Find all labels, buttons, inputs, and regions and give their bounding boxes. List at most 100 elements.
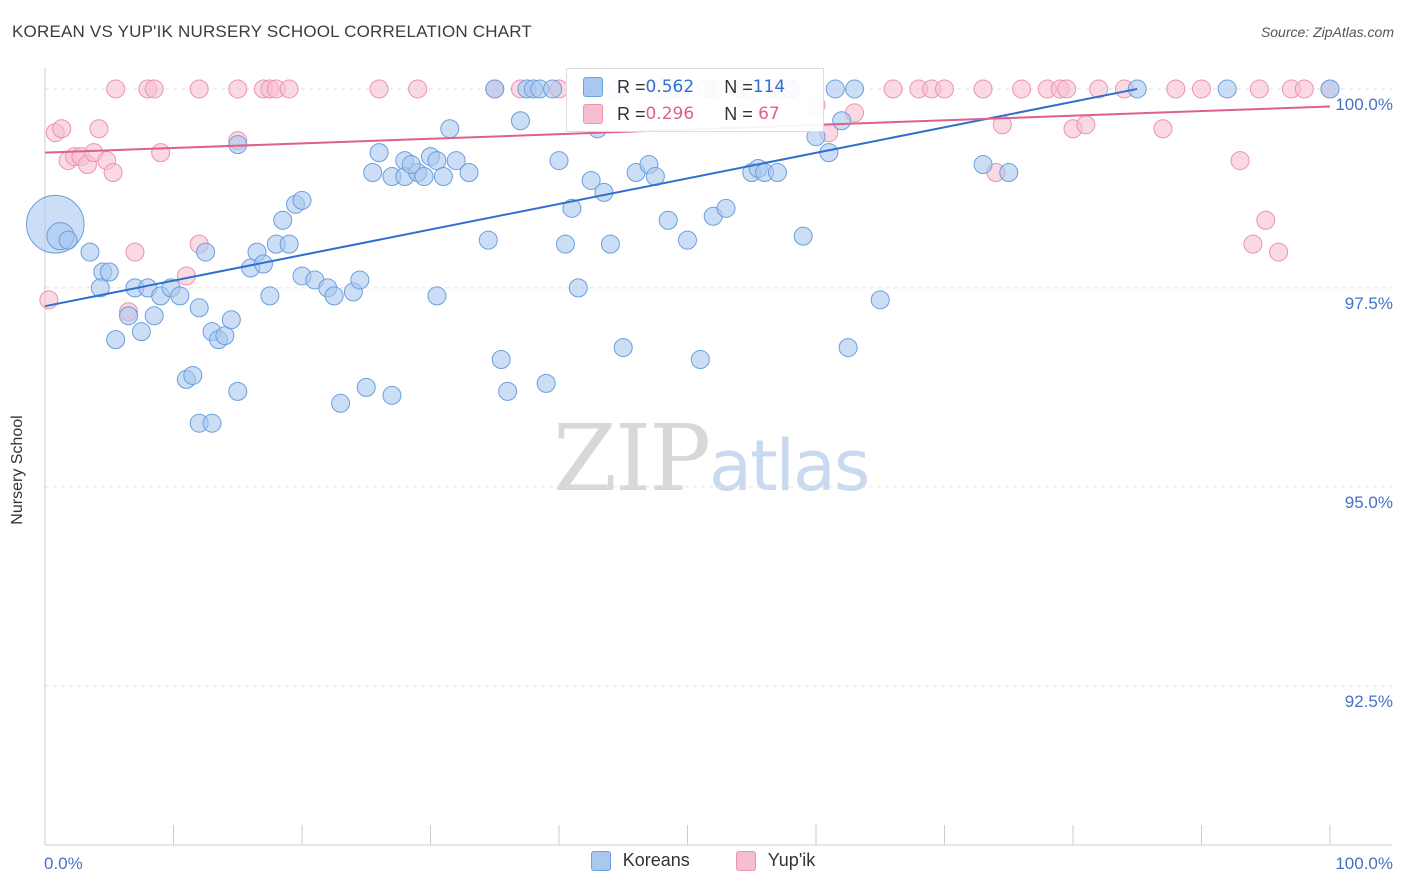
- y-tick-label: 97.5%: [1345, 294, 1393, 313]
- korean-point: [427, 151, 447, 171]
- yupik-point: [973, 79, 993, 99]
- korean-point: [356, 377, 376, 397]
- r-label: R =: [617, 103, 646, 124]
- korean-point: [382, 385, 402, 405]
- yupik-point: [1076, 115, 1096, 135]
- yupik-point: [1153, 119, 1173, 139]
- korean-point: [498, 381, 518, 401]
- korean-point: [189, 298, 209, 318]
- korean-point: [1217, 79, 1237, 99]
- x-tick-label: 0.0%: [44, 854, 83, 873]
- korean-point: [459, 163, 479, 183]
- yupik-point: [144, 79, 164, 99]
- korean-point: [131, 322, 151, 342]
- yupik-point: [883, 79, 903, 99]
- korean-point: [446, 151, 466, 171]
- yupik-point: [103, 163, 123, 183]
- yupik-point: [935, 79, 954, 99]
- korean-point: [433, 166, 453, 186]
- korean-point: [594, 182, 614, 202]
- korean-point: [613, 338, 633, 358]
- korean-point: [350, 270, 370, 290]
- koreans-swatch: [590, 850, 611, 871]
- korean-point: [279, 234, 299, 254]
- korean-point: [581, 170, 601, 190]
- koreans-swatch: [583, 77, 603, 97]
- n-label: N =: [724, 76, 753, 97]
- korean-point: [568, 278, 588, 298]
- korean-point: [999, 163, 1019, 183]
- yupik-point: [1012, 79, 1032, 99]
- yupik-point: [151, 143, 171, 163]
- yupik-point: [1249, 79, 1269, 99]
- legend-item-koreans[interactable]: Koreans: [590, 850, 690, 871]
- korean-point: [440, 119, 460, 139]
- r-value: 0.296: [645, 104, 695, 124]
- korean-point: [510, 111, 530, 131]
- korean-point: [825, 79, 845, 99]
- korean-point: [600, 234, 620, 254]
- series-legend: Koreans Yup'ik: [0, 850, 1406, 871]
- korean-point: [832, 111, 852, 131]
- korean-point: [58, 230, 78, 250]
- korean-point: [90, 278, 110, 298]
- korean-point: [202, 413, 222, 433]
- chart-title: KOREAN VS YUP'IK NURSERY SCHOOL CORRELAT…: [12, 22, 533, 41]
- yupik-point: [1166, 79, 1186, 99]
- watermark-zip: ZIP: [553, 405, 711, 512]
- korean-point: [491, 350, 511, 370]
- yupik-point: [125, 242, 145, 262]
- yupik-point: [1057, 79, 1077, 99]
- n-label: N =: [724, 103, 753, 124]
- yupik-swatch: [583, 104, 603, 124]
- korean-point: [292, 190, 312, 210]
- yupik-point: [89, 119, 109, 139]
- yupik-point: [369, 79, 389, 99]
- yupik-point: [1256, 210, 1276, 230]
- korean-point: [845, 79, 865, 99]
- korean-point: [555, 234, 575, 254]
- y-tick-label: 95.0%: [1345, 493, 1393, 512]
- yupik-point: [228, 79, 248, 99]
- yupik-point: [1269, 242, 1289, 262]
- korean-point: [478, 230, 498, 250]
- korean-point: [106, 330, 126, 350]
- yupik-point: [1243, 234, 1263, 254]
- yupik-point: [189, 79, 209, 99]
- yupik-point: [1192, 79, 1211, 99]
- korean-point: [658, 210, 678, 230]
- stats-legend: R = 0.562 N = 114 R = 0.296 N = 67: [566, 68, 824, 132]
- korean-point: [215, 326, 235, 346]
- legend-label-yupik: Yup'ik: [767, 850, 816, 870]
- korean-point: [870, 290, 890, 310]
- korean-point: [119, 306, 139, 326]
- yupik-swatch: [735, 850, 756, 871]
- yupik-point: [1294, 79, 1314, 99]
- korean-point: [331, 393, 351, 413]
- korean-point: [543, 79, 563, 99]
- yupik-point: [408, 79, 428, 99]
- yupik-point: [279, 79, 299, 99]
- korean-point: [767, 163, 787, 183]
- korean-point: [170, 286, 190, 306]
- korean-point: [1320, 79, 1340, 99]
- korean-point: [196, 242, 216, 262]
- yupik-point: [52, 119, 72, 139]
- korean-point: [427, 286, 447, 306]
- korean-point: [716, 198, 736, 218]
- korean-point: [819, 143, 839, 163]
- koreans-trend-line: [44, 87, 1138, 308]
- watermark: ZIPatlas: [553, 405, 870, 512]
- stats-legend-row-yupik: R = 0.296 N = 67: [583, 101, 780, 127]
- korean-point: [363, 163, 383, 183]
- korean-point: [562, 198, 582, 218]
- korean-point: [221, 310, 241, 330]
- yupik-point: [106, 79, 126, 99]
- watermark-atlas: atlas: [709, 425, 870, 507]
- legend-item-yupik[interactable]: Yup'ik: [735, 850, 816, 871]
- korean-point: [678, 230, 697, 250]
- n-value: 114: [752, 77, 786, 97]
- korean-point: [536, 373, 556, 393]
- r-label: R =: [617, 76, 646, 97]
